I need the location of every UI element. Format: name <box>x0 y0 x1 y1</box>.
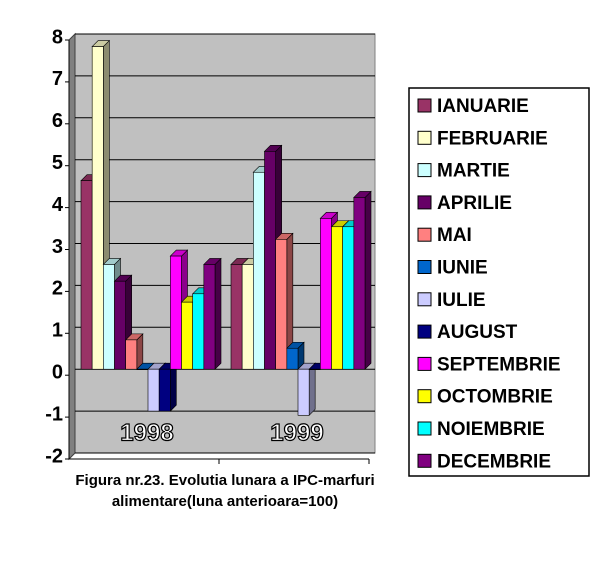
legend-label: MAI <box>437 225 472 246</box>
bar-front <box>286 347 299 370</box>
bar-front <box>253 171 265 370</box>
legend-swatch <box>417 421 432 436</box>
bar-front <box>114 280 126 370</box>
legend-swatch <box>417 163 432 178</box>
y-tick-label: -1 <box>45 403 63 425</box>
legend-swatch <box>417 292 432 307</box>
bar-front <box>136 368 149 371</box>
y-tick-label: 0 <box>52 361 63 383</box>
y-tick-label: 5 <box>52 152 63 174</box>
bar-front <box>170 255 182 370</box>
chart-title: Figura nr.23. Evolutia lunara a IPC-marf… <box>75 472 375 510</box>
bar-front <box>158 368 171 412</box>
bar <box>286 341 305 370</box>
x-tick-label: 1998 <box>120 419 173 446</box>
bar-front <box>125 339 138 370</box>
legend-swatch <box>417 453 432 468</box>
bar-side <box>364 190 372 370</box>
y-tick-label: 6 <box>52 110 63 132</box>
legend-label: MARTIE <box>437 161 510 182</box>
bar-front <box>230 264 243 370</box>
y-tick-label: 2 <box>52 278 63 300</box>
legend-label: AUGUST <box>437 322 518 343</box>
bar-front <box>192 293 205 370</box>
x-tick-label: 1999 <box>270 419 323 446</box>
y-tick-label: 3 <box>52 236 63 258</box>
legend-label: OCTOMBRIE <box>437 387 553 408</box>
bar-front <box>320 218 332 370</box>
bar-front <box>264 151 276 370</box>
bar-front <box>91 46 104 370</box>
legend-swatch <box>417 324 432 339</box>
bar-front <box>241 264 254 370</box>
legend-label: IULIE <box>437 290 486 311</box>
bar-front <box>147 368 160 412</box>
bar-front <box>342 226 355 370</box>
legend-swatch <box>417 260 432 274</box>
bar-front <box>353 197 366 370</box>
legend-label: APRILIE <box>437 193 512 214</box>
y-tick-label: 7 <box>52 68 63 90</box>
legend-swatch <box>417 227 432 242</box>
bar-front <box>203 264 216 370</box>
legend-swatch <box>417 389 432 404</box>
bar <box>274 232 294 370</box>
bar-front <box>181 301 193 370</box>
bar-front <box>331 226 343 370</box>
legend-box <box>408 87 590 477</box>
bar-side <box>214 257 222 370</box>
bar <box>297 362 316 417</box>
bar-front <box>308 368 321 371</box>
legend-label: FEBRUARIE <box>437 128 548 149</box>
bar-front <box>80 180 93 370</box>
bar-front <box>103 264 115 370</box>
plot-side <box>68 32 76 461</box>
bar-side <box>170 362 177 412</box>
y-tick-label: 8 <box>52 26 63 48</box>
bar <box>124 333 144 370</box>
bar-front <box>297 368 310 416</box>
legend-swatch <box>417 130 432 145</box>
legend-label: IUNIE <box>437 258 488 279</box>
legend-label: DECEMBRIE <box>437 451 551 472</box>
legend-swatch <box>417 98 432 113</box>
legend-swatch <box>417 195 432 210</box>
bar <box>158 362 178 412</box>
legend-label: NOIEMBRIE <box>437 419 545 440</box>
legend-label: IANUARIE <box>437 96 529 117</box>
bar-front <box>275 239 288 370</box>
bar <box>353 190 372 370</box>
y-tick-label: -2 <box>45 445 63 467</box>
bar-side <box>308 362 316 417</box>
y-tick-label: 4 <box>52 194 64 216</box>
y-tick-label: 1 <box>52 320 63 342</box>
legend-label: SEPTEMBRIE <box>437 354 561 375</box>
legend-swatch <box>417 356 432 371</box>
bar <box>203 257 222 370</box>
